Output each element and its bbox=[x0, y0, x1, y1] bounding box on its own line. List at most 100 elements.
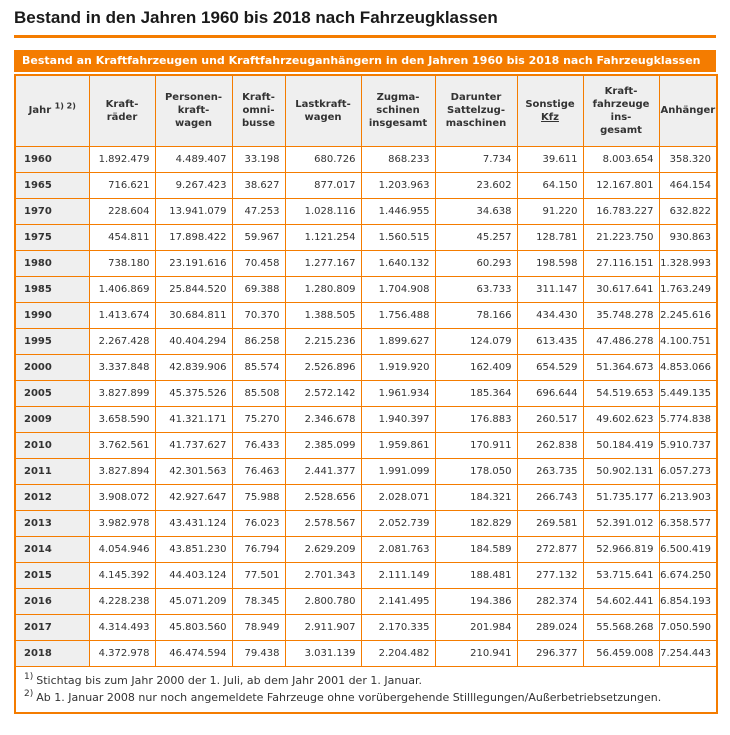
value-cell: 50.184.419 bbox=[582, 431, 660, 459]
value-cell: 6.358.577 bbox=[658, 509, 718, 537]
year-cell: 1990 bbox=[14, 301, 90, 329]
value-cell: 34.638 bbox=[434, 197, 518, 225]
footnotes-cell: 1) Stichtag bis zum Jahr 2000 der 1. Juli… bbox=[14, 665, 718, 713]
value-cell: 8.003.654 bbox=[582, 145, 660, 173]
value-cell: 40.404.294 bbox=[154, 327, 233, 355]
value-cell: 1.763.249 bbox=[658, 275, 718, 303]
value-cell: 176.883 bbox=[434, 405, 518, 433]
value-cell: 262.838 bbox=[516, 431, 584, 459]
table-row: 2013 3.982.978 43.431.124 76.023 2.578.567 2.… bbox=[14, 509, 718, 537]
value-cell: 16.783.227 bbox=[582, 197, 660, 225]
table-row: 2009 3.658.590 41.321.171 75.270 2.346.678 1.… bbox=[14, 405, 718, 433]
footnote-2-marker: 2) bbox=[24, 688, 34, 699]
value-cell: 42.301.563 bbox=[154, 457, 233, 485]
value-cell: 266.743 bbox=[516, 483, 584, 511]
column-header-kraftomnibusse: Kraft- omni- busse bbox=[231, 74, 286, 147]
value-cell: 358.320 bbox=[658, 145, 718, 173]
value-cell: 47.486.278 bbox=[582, 327, 660, 355]
value-cell: 170.911 bbox=[434, 431, 518, 459]
year-cell: 2014 bbox=[14, 535, 90, 563]
value-cell: 85.574 bbox=[231, 353, 286, 381]
value-cell: 50.902.131 bbox=[582, 457, 660, 485]
value-cell: 2.028.071 bbox=[360, 483, 436, 511]
value-cell: 4.314.493 bbox=[88, 613, 156, 641]
value-cell: 69.388 bbox=[231, 275, 286, 303]
value-cell: 162.409 bbox=[434, 353, 518, 381]
value-cell: 23.191.616 bbox=[154, 249, 233, 277]
value-cell: 30.684.811 bbox=[154, 301, 233, 329]
value-cell: 4.853.066 bbox=[658, 353, 718, 381]
value-cell: 1.406.869 bbox=[88, 275, 156, 303]
value-cell: 6.854.193 bbox=[658, 587, 718, 615]
value-cell: 45.375.526 bbox=[154, 379, 233, 407]
year-cell: 2009 bbox=[14, 405, 90, 433]
table-row: 2018 4.372.978 46.474.594 79.438 3.031.139 2.… bbox=[14, 639, 718, 667]
value-cell: 35.748.278 bbox=[582, 301, 660, 329]
year-cell: 2012 bbox=[14, 483, 90, 511]
value-cell: 3.031.139 bbox=[284, 639, 362, 667]
kfz-abbr[interactable]: Kfz bbox=[541, 111, 559, 123]
value-cell: 85.508 bbox=[231, 379, 286, 407]
year-cell: 1975 bbox=[14, 223, 90, 251]
value-cell: 716.621 bbox=[88, 171, 156, 199]
value-cell: 1.959.861 bbox=[360, 431, 436, 459]
value-cell: 2.052.739 bbox=[360, 509, 436, 537]
value-cell: 2.701.343 bbox=[284, 561, 362, 589]
value-cell: 52.391.012 bbox=[582, 509, 660, 537]
footnote-2-text: Ab 1. Januar 2008 nur noch angemeldete F… bbox=[36, 690, 662, 704]
value-cell: 3.827.894 bbox=[88, 457, 156, 485]
value-cell: 3.762.561 bbox=[88, 431, 156, 459]
value-cell: 182.829 bbox=[434, 509, 518, 537]
value-cell: 43.851.230 bbox=[154, 535, 233, 563]
value-cell: 2.141.495 bbox=[360, 587, 436, 615]
value-cell: 41.321.171 bbox=[154, 405, 233, 433]
value-cell: 78.345 bbox=[231, 587, 286, 615]
page-title: Bestand in den Jahren 1960 bis 2018 nach… bbox=[14, 8, 498, 27]
value-cell: 49.602.623 bbox=[582, 405, 660, 433]
year-cell: 2016 bbox=[14, 587, 90, 615]
value-cell: 39.611 bbox=[516, 145, 584, 173]
value-cell: 42.839.906 bbox=[154, 353, 233, 381]
table-row: 2010 3.762.561 41.737.627 76.433 2.385.099 1.… bbox=[14, 431, 718, 459]
value-cell: 877.017 bbox=[284, 171, 362, 199]
column-header-jahr: Jahr 1) 2) bbox=[14, 74, 90, 147]
table-row: 1970 228.604 13.941.079 47.253 1.028.116 1.44… bbox=[14, 197, 718, 225]
value-cell: 124.079 bbox=[434, 327, 518, 355]
value-cell: 1.560.515 bbox=[360, 223, 436, 251]
value-cell: 27.116.151 bbox=[582, 249, 660, 277]
value-cell: 23.602 bbox=[434, 171, 518, 199]
value-cell: 1.961.934 bbox=[360, 379, 436, 407]
value-cell: 17.898.422 bbox=[154, 223, 233, 251]
value-cell: 1.940.397 bbox=[360, 405, 436, 433]
column-header-anhaenger: Anhänger bbox=[658, 74, 718, 147]
value-cell: 454.811 bbox=[88, 223, 156, 251]
value-cell: 2.170.335 bbox=[360, 613, 436, 641]
table-row: 2005 3.827.899 45.375.526 85.508 2.572.142 1.… bbox=[14, 379, 718, 407]
value-cell: 1.704.908 bbox=[360, 275, 436, 303]
table-caption: Bestand an Kraftfahrzeugen und Kraftfahr… bbox=[14, 50, 716, 72]
value-cell: 38.627 bbox=[231, 171, 286, 199]
table-row: 2015 4.145.392 44.403.124 77.501 2.701.343 2.… bbox=[14, 561, 718, 589]
value-cell: 198.598 bbox=[516, 249, 584, 277]
page: Bestand in den Jahren 1960 bis 2018 nach… bbox=[14, 8, 718, 714]
jahr-label: Jahr bbox=[28, 105, 52, 117]
value-cell: 2.572.142 bbox=[284, 379, 362, 407]
value-cell: 311.147 bbox=[516, 275, 584, 303]
value-cell: 184.589 bbox=[434, 535, 518, 563]
value-cell: 184.321 bbox=[434, 483, 518, 511]
year-cell: 2017 bbox=[14, 613, 90, 641]
column-header-sonstige-kfz: Sonstige Kfz bbox=[516, 74, 584, 147]
value-cell: 201.984 bbox=[434, 613, 518, 641]
value-cell: 194.386 bbox=[434, 587, 518, 615]
table-row: 1965 716.621 9.267.423 38.627 877.017 1.203.9… bbox=[14, 171, 718, 199]
year-cell: 1985 bbox=[14, 275, 90, 303]
value-cell: 75.988 bbox=[231, 483, 286, 511]
value-cell: 2.441.377 bbox=[284, 457, 362, 485]
value-cell: 185.364 bbox=[434, 379, 518, 407]
value-cell: 30.617.641 bbox=[582, 275, 660, 303]
table-row: 1980 738.180 23.191.616 70.458 1.277.167 1.64… bbox=[14, 249, 718, 277]
value-cell: 6.674.250 bbox=[658, 561, 718, 589]
value-cell: 1.328.993 bbox=[658, 249, 718, 277]
value-cell: 45.071.209 bbox=[154, 587, 233, 615]
year-cell: 1980 bbox=[14, 249, 90, 277]
